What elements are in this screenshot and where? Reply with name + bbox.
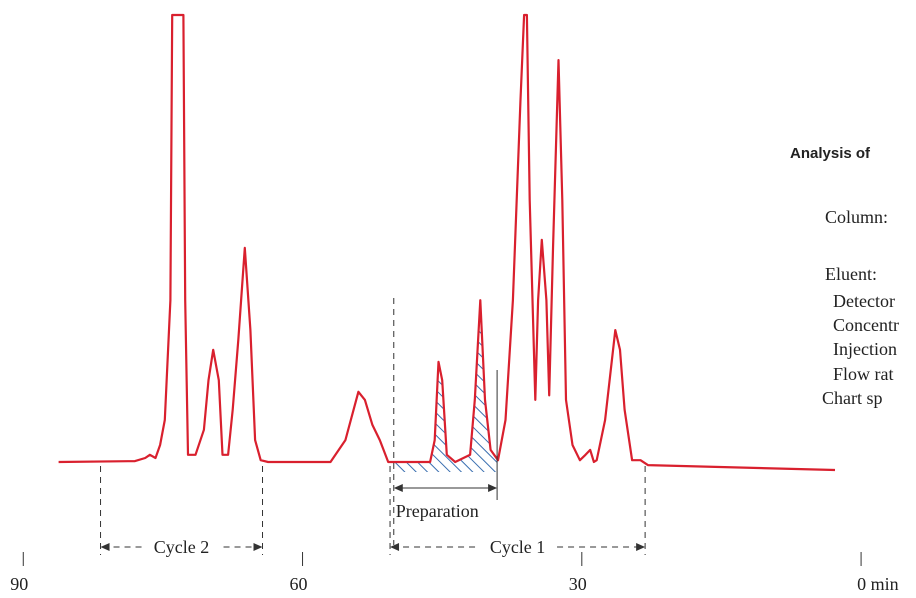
annotation: Column: xyxy=(825,207,888,227)
region-label: Cycle 1 xyxy=(490,537,546,557)
arrow-head xyxy=(636,543,646,551)
x-tick-label: 60 xyxy=(290,574,308,594)
arrow-head xyxy=(253,543,263,551)
arrow-head xyxy=(100,543,110,551)
annotation: Eluent: xyxy=(825,264,877,284)
arrow-head xyxy=(393,484,403,492)
region-label: Preparation xyxy=(396,501,479,521)
annotation: Injection xyxy=(833,339,897,359)
region-label: Cycle 2 xyxy=(154,537,210,557)
arrow-head xyxy=(488,484,498,492)
x-tick-label: 30 xyxy=(569,574,587,594)
trace xyxy=(58,13,836,472)
annotation: Flow rat xyxy=(833,364,894,384)
annotation: Chart sp xyxy=(822,388,883,408)
x-tick-label: 0 min xyxy=(857,574,899,594)
x-tick-label: 90 xyxy=(10,574,28,594)
annotation: Analysis of xyxy=(790,145,871,162)
annotation: Concentr xyxy=(833,315,899,335)
label-bg xyxy=(479,535,556,557)
arrow-head xyxy=(390,543,400,551)
annotation: Detector xyxy=(833,291,895,311)
label-bg xyxy=(143,535,220,557)
